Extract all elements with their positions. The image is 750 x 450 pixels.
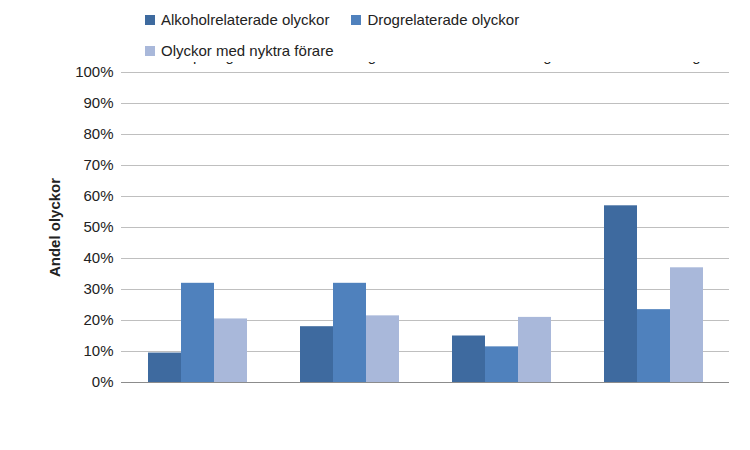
svg-text:100%: 100% [75, 63, 113, 80]
svg-text:20%: 20% [83, 311, 113, 328]
svg-text:Primär länsväg: Primär länsväg [451, 62, 551, 64]
svg-text:Europaväg: Europaväg [161, 62, 234, 64]
html-text:Drogrelaterade olyckor: Drogrelaterade olyckor [367, 11, 520, 28]
svg-text:60%: 60% [83, 187, 113, 204]
svg-text:70%: 70% [83, 156, 113, 173]
svg-text:90%: 90% [83, 94, 113, 111]
html-text:Alkoholrelaterade olyckor: Alkoholrelaterade olyckor [161, 11, 330, 28]
svg-text:10%: 10% [83, 342, 113, 359]
svg-text:80%: 80% [83, 125, 113, 142]
svg-text:Riksväg: Riksväg [323, 62, 376, 64]
svg-text:Sekundär ochtertiär länsväg: Sekundär ochtertiär länsväg [606, 62, 700, 64]
svg-text:0%: 0% [92, 373, 114, 390]
html-text:Olyckor med nyktra förare: Olyckor med nyktra förare [161, 42, 334, 59]
svg-text:40%: 40% [83, 249, 113, 266]
svg-text:30%: 30% [83, 280, 113, 297]
svg-text:Andel olyckor: Andel olyckor [46, 178, 63, 277]
svg-text:50%: 50% [83, 218, 113, 235]
